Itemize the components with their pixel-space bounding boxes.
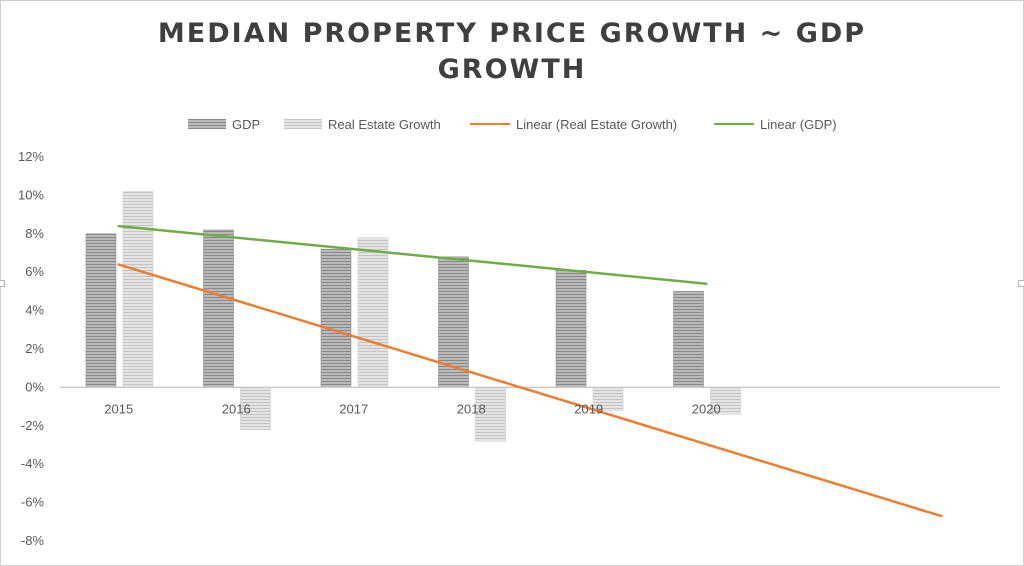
bar-real-estate-2018 xyxy=(475,387,506,442)
bar-gdp-2020 xyxy=(673,291,704,388)
bar-gdp-2016 xyxy=(203,229,234,388)
resize-handle-right[interactable] xyxy=(1018,280,1024,287)
chart-title-line-2: GROWTH xyxy=(437,54,587,85)
trendline-layer xyxy=(117,224,943,518)
chart-legend: GDP Real Estate Growth Linear (Real Esta… xyxy=(0,114,1024,134)
bar-real-estate-2017 xyxy=(357,237,389,388)
bar-real-estate-2016 xyxy=(240,387,271,430)
x-tick-label-2015: 2015 xyxy=(104,401,133,416)
legend-item-linear-gdp: Linear (GDP) xyxy=(714,114,837,134)
legend-swatch-real-estate xyxy=(284,119,322,129)
trendline-linear-gdp xyxy=(117,224,708,285)
bar-real-estate-2015 xyxy=(122,191,154,388)
bar-real-estate-2020 xyxy=(710,387,741,415)
trendline-linear-real-estate xyxy=(117,263,943,518)
legend-label-linear-real-estate: Linear (Real Estate Growth) xyxy=(516,116,678,132)
x-tick-label-2017: 2017 xyxy=(339,401,368,416)
resize-handle-left[interactable] xyxy=(0,280,5,287)
x-axis-labels: 2015 2016 2017 2018 2019 2020 xyxy=(104,401,720,416)
legend-swatch-linear-real-estate xyxy=(470,123,510,125)
y-tick-label: 2% xyxy=(25,341,44,356)
legend-swatch-linear-gdp xyxy=(714,123,754,125)
x-tick-label-2019: 2019 xyxy=(574,401,603,416)
y-tick-label: -2% xyxy=(21,418,45,433)
y-tick-label: 0% xyxy=(25,379,44,394)
x-tick-label-2020: 2020 xyxy=(692,401,721,416)
y-tick-label: 10% xyxy=(18,187,44,202)
chart-title-line-1: MEDIAN PROPERTY PRICE GROWTH ~ GDP xyxy=(157,18,867,49)
y-tick-label: 12% xyxy=(18,149,44,164)
bar-layer xyxy=(85,191,741,442)
bar-gdp-2019 xyxy=(555,269,587,388)
legend-swatch-gdp xyxy=(188,119,226,129)
y-tick-label: -8% xyxy=(21,533,45,548)
y-tick-label: -6% xyxy=(21,495,45,510)
bar-gdp-2015 xyxy=(85,233,117,388)
legend-item-linear-real-estate: Linear (Real Estate Growth) xyxy=(470,114,677,134)
x-tick-label-2018: 2018 xyxy=(457,401,486,416)
y-tick-label: -4% xyxy=(21,456,45,471)
legend-item-real-estate: Real Estate Growth xyxy=(284,114,441,134)
legend-item-gdp: GDP xyxy=(188,114,260,134)
y-axis-labels: 12% 10% 8% 6% 4% 2% 0% -2% -4% -6% -8% xyxy=(18,149,44,548)
y-tick-label: 4% xyxy=(25,303,44,318)
x-tick-label-2016: 2016 xyxy=(222,401,251,416)
legend-label-linear-gdp: Linear (GDP) xyxy=(760,116,837,132)
legend-label-gdp: GDP xyxy=(232,116,261,132)
chart-title: MEDIAN PROPERTY PRICE GROWTH ~ GDP GROWT… xyxy=(0,16,1024,88)
bar-gdp-2017 xyxy=(320,248,352,388)
legend-label-real-estate: Real Estate Growth xyxy=(328,116,441,132)
y-tick-label: 6% xyxy=(25,264,44,279)
y-tick-label: 8% xyxy=(25,226,44,241)
